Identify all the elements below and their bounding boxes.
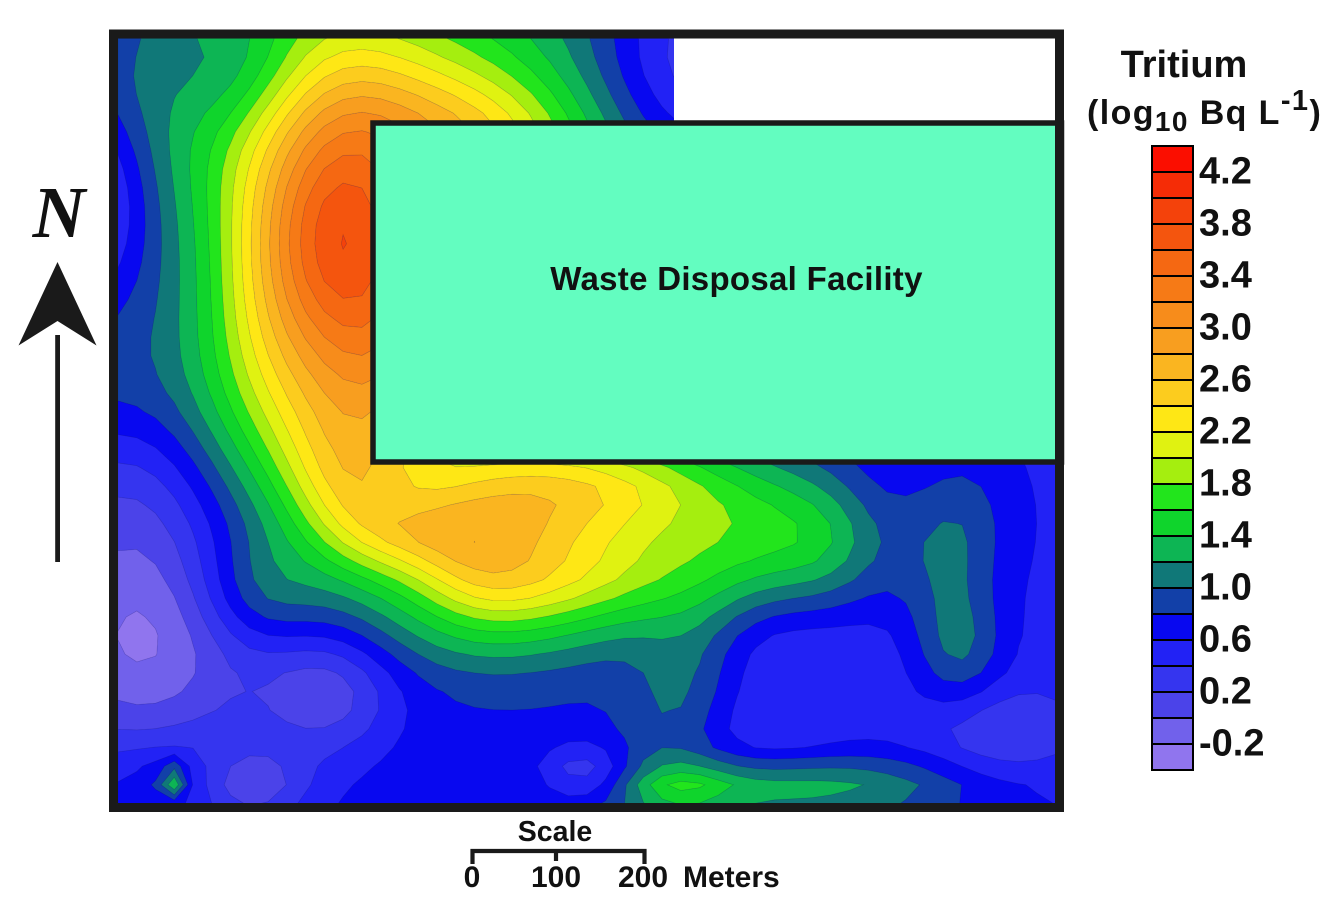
svg-text:(log10 Bq L-1): (log10 Bq L-1) (1087, 85, 1322, 137)
svg-text:1.4: 1.4 (1199, 515, 1252, 557)
svg-text:Meters: Meters (683, 861, 780, 894)
svg-text:-0.2: -0.2 (1199, 723, 1264, 765)
svg-text:3.4: 3.4 (1199, 255, 1252, 297)
svg-text:4.2: 4.2 (1199, 151, 1252, 193)
svg-text:Tritium: Tritium (1121, 44, 1248, 86)
svg-text:200: 200 (618, 861, 668, 894)
svg-text:0: 0 (464, 861, 481, 894)
svg-text:0.6: 0.6 (1199, 619, 1252, 661)
svg-text:1.0: 1.0 (1199, 567, 1252, 609)
svg-text:3.8: 3.8 (1199, 203, 1252, 245)
svg-text:Waste Disposal Facility: Waste Disposal Facility (550, 260, 923, 297)
svg-text:2.2: 2.2 (1199, 411, 1252, 453)
svg-text:Scale: Scale (518, 816, 592, 848)
svg-text:1.8: 1.8 (1199, 463, 1252, 505)
svg-text:0.2: 0.2 (1199, 671, 1252, 713)
svg-text:100: 100 (531, 861, 581, 894)
svg-text:3.0: 3.0 (1199, 307, 1252, 349)
svg-text:2.6: 2.6 (1199, 359, 1252, 401)
svg-text:N: N (32, 172, 88, 253)
